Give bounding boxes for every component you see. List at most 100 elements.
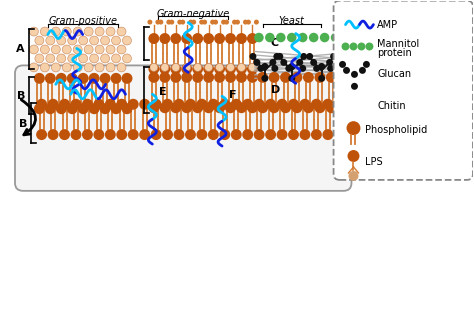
Circle shape <box>208 99 219 110</box>
Circle shape <box>349 43 357 51</box>
Text: B: B <box>17 91 25 101</box>
Circle shape <box>347 150 359 162</box>
Circle shape <box>276 129 288 140</box>
Circle shape <box>188 20 193 25</box>
Circle shape <box>326 59 333 66</box>
Circle shape <box>192 64 203 74</box>
Circle shape <box>84 45 93 54</box>
Circle shape <box>213 20 218 25</box>
Circle shape <box>227 64 235 71</box>
Circle shape <box>269 72 280 83</box>
Circle shape <box>303 102 314 113</box>
Circle shape <box>288 99 299 110</box>
Text: LPS: LPS <box>365 157 383 167</box>
Circle shape <box>236 64 247 74</box>
Circle shape <box>288 63 295 70</box>
Circle shape <box>254 20 259 25</box>
Circle shape <box>288 129 299 140</box>
Circle shape <box>35 36 44 45</box>
Circle shape <box>248 64 256 71</box>
Circle shape <box>322 129 333 140</box>
Circle shape <box>337 102 348 113</box>
Circle shape <box>225 72 236 83</box>
Circle shape <box>62 45 71 54</box>
Circle shape <box>202 20 207 25</box>
Circle shape <box>214 33 225 44</box>
Circle shape <box>237 64 246 71</box>
Circle shape <box>57 36 66 45</box>
Circle shape <box>243 20 248 25</box>
Circle shape <box>56 103 67 114</box>
Circle shape <box>221 20 226 25</box>
Circle shape <box>116 129 127 140</box>
Circle shape <box>95 63 104 72</box>
Circle shape <box>280 59 287 66</box>
Text: B: B <box>18 119 27 129</box>
Circle shape <box>180 20 185 25</box>
Circle shape <box>93 99 104 110</box>
Circle shape <box>181 72 192 83</box>
Text: E: E <box>159 87 167 97</box>
Circle shape <box>73 63 82 72</box>
Circle shape <box>341 65 348 72</box>
Circle shape <box>62 63 71 72</box>
Circle shape <box>173 129 184 140</box>
Circle shape <box>162 99 173 110</box>
Circle shape <box>90 54 99 63</box>
Circle shape <box>357 43 365 51</box>
Circle shape <box>349 72 360 83</box>
Circle shape <box>51 27 60 36</box>
Circle shape <box>84 27 93 36</box>
Circle shape <box>111 36 120 45</box>
Circle shape <box>181 102 192 113</box>
Circle shape <box>235 20 240 25</box>
Text: Phospholipid: Phospholipid <box>365 125 428 135</box>
Circle shape <box>269 102 280 113</box>
Circle shape <box>67 103 78 114</box>
Circle shape <box>236 102 247 113</box>
Circle shape <box>300 129 310 140</box>
Circle shape <box>89 73 100 84</box>
Text: F: F <box>229 90 237 100</box>
Circle shape <box>51 45 60 54</box>
Circle shape <box>84 63 93 72</box>
Circle shape <box>82 99 93 110</box>
Circle shape <box>231 129 242 140</box>
Circle shape <box>105 129 116 140</box>
Circle shape <box>225 64 236 74</box>
Circle shape <box>170 64 181 74</box>
Circle shape <box>166 20 171 25</box>
Circle shape <box>78 73 89 84</box>
Text: D: D <box>271 85 280 95</box>
Circle shape <box>62 27 71 36</box>
Circle shape <box>51 63 60 72</box>
Circle shape <box>90 36 99 45</box>
Circle shape <box>172 64 180 71</box>
Circle shape <box>68 36 77 45</box>
Circle shape <box>299 65 306 72</box>
Circle shape <box>276 53 283 60</box>
Circle shape <box>359 67 366 74</box>
Circle shape <box>106 45 115 54</box>
Circle shape <box>351 71 358 78</box>
Circle shape <box>298 33 308 42</box>
Circle shape <box>349 102 360 113</box>
Circle shape <box>247 33 258 44</box>
Text: Gram-positive: Gram-positive <box>48 15 117 26</box>
Circle shape <box>68 54 77 63</box>
Circle shape <box>170 102 181 113</box>
Circle shape <box>225 102 236 113</box>
Circle shape <box>346 121 360 135</box>
Circle shape <box>57 54 66 63</box>
Circle shape <box>224 20 229 25</box>
Circle shape <box>162 129 173 140</box>
Circle shape <box>100 103 110 114</box>
Circle shape <box>148 64 159 74</box>
Circle shape <box>311 99 322 110</box>
Circle shape <box>34 73 45 84</box>
Circle shape <box>194 64 201 71</box>
Circle shape <box>161 64 169 71</box>
Circle shape <box>159 72 170 83</box>
Circle shape <box>192 102 203 113</box>
Circle shape <box>331 33 340 42</box>
